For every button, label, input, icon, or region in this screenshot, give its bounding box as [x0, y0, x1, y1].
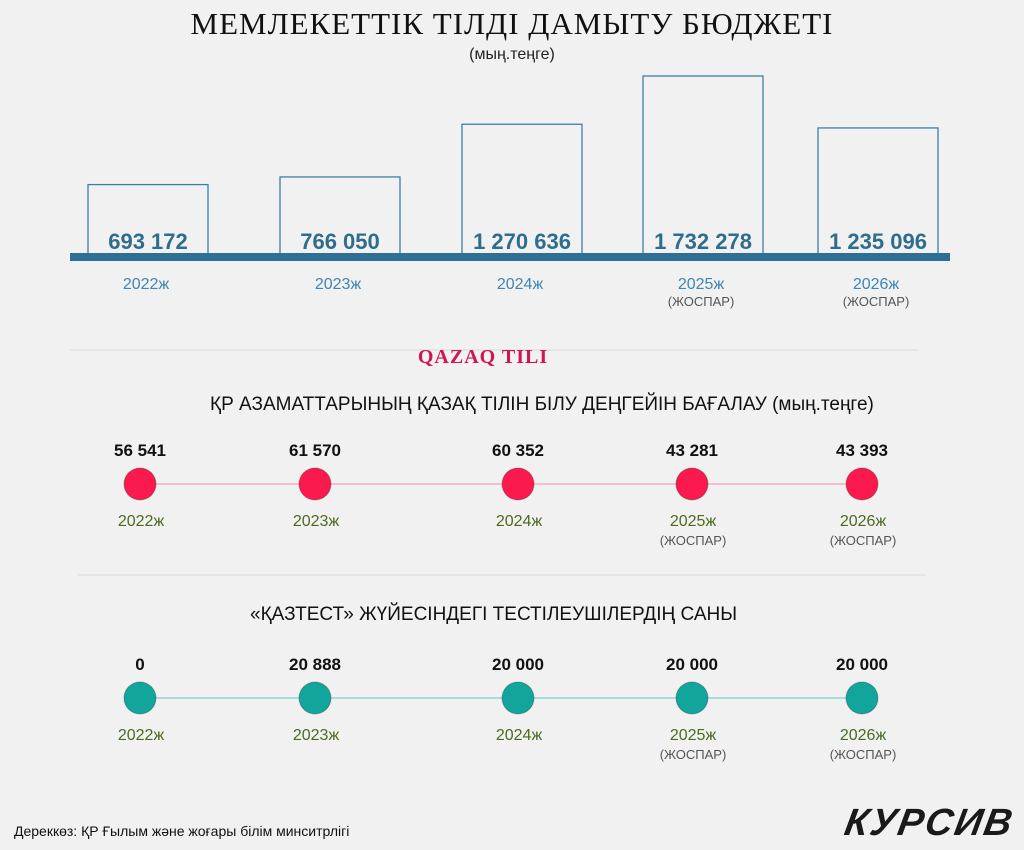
bar-value-label: 1 270 636 — [473, 229, 571, 254]
kursiv-logo: КУРСИВ — [841, 802, 1018, 844]
kaztest-year-label: 2024ж — [496, 727, 543, 744]
kaztest-dot — [675, 681, 709, 715]
chart-subtitle: (мың.теңге) — [469, 46, 555, 63]
assessment-dot — [845, 467, 879, 501]
kaztest-dot — [845, 681, 879, 715]
assessment-plan-note: (ЖОСПАР) — [830, 533, 897, 548]
kaztest-year-label: 2025ж — [670, 727, 717, 744]
assessment-year-label: 2024ж — [496, 513, 543, 530]
bar-value-label: 693 172 — [108, 229, 188, 254]
kaztest-dot — [298, 681, 332, 715]
assessment-dot — [501, 467, 535, 501]
bar-value-label: 1 235 096 — [829, 229, 927, 254]
assessment-dot-chart: 56 541 2022ж 61 570 2023ж 60 352 2024ж 43 281 2… — [114, 441, 897, 548]
assessment-value-label: 56 541 — [114, 441, 166, 460]
kaztest-plan-note: (ЖОСПАР) — [830, 747, 897, 762]
section2-title: «ҚАЗТЕСТ» ЖҮЙЕСІНДЕГІ ТЕСТІЛЕУШІЛЕРДІҢ С… — [250, 604, 738, 625]
bar-value-label: 1 732 278 — [654, 229, 752, 254]
section-divider-1 — [70, 349, 918, 351]
kaztest-year-label: 2022ж — [118, 727, 165, 744]
assessment-value-label: 60 352 — [492, 441, 544, 460]
kaztest-dot — [123, 681, 157, 715]
bar-value-label: 766 050 — [300, 229, 380, 254]
plan-note: (ЖОСПАР) — [668, 294, 735, 309]
year-label: 2025ж — [678, 276, 725, 293]
assessment-year-label: 2023ж — [293, 513, 340, 530]
chart-title: МЕМЛЕКЕТТІК ТІЛДІ ДАМЫТУ БЮДЖЕТІ — [190, 6, 834, 41]
kaztest-year-label: 2026ж — [840, 727, 887, 744]
kaztest-value-label: 0 — [135, 655, 144, 674]
plan-note: (ЖОСПАР) — [843, 294, 910, 309]
assessment-plan-note: (ЖОСПАР) — [660, 533, 727, 548]
year-label: 2024ж — [497, 276, 544, 293]
budget-bar-chart: 693 172 2022ж 766 050 2023ж 1 270 636 2024ж 1 … — [70, 75, 950, 309]
year-label: 2022ж — [123, 276, 170, 293]
section1-title: ҚР АЗАМАТТАРЫНЫҢ ҚАЗАҚ ТІЛІН БІЛУ ДЕҢГЕЙ… — [210, 394, 874, 415]
assessment-value-label: 61 570 — [289, 441, 341, 460]
qazaq-tili-logo: QAZAQ TILI — [417, 346, 549, 368]
kaztest-value-label: 20 000 — [836, 655, 888, 674]
year-label: 2026ж — [853, 276, 900, 293]
kaztest-value-label: 20 000 — [666, 655, 718, 674]
assessment-dot — [298, 467, 332, 501]
assessment-year-label: 2026ж — [840, 513, 887, 530]
assessment-year-label: 2025ж — [670, 513, 717, 530]
source-note: Дереккөз: ҚР Ғылым және жоғары білім мин… — [14, 823, 350, 839]
kaztest-year-label: 2023ж — [293, 727, 340, 744]
year-label: 2023ж — [315, 276, 362, 293]
section-divider-2 — [78, 574, 926, 576]
kaztest-value-label: 20 888 — [289, 655, 341, 674]
assessment-year-label: 2022ж — [118, 513, 165, 530]
kaztest-value-label: 20 000 — [492, 655, 544, 674]
kaztest-plan-note: (ЖОСПАР) — [660, 747, 727, 762]
kaztest-dot — [501, 681, 535, 715]
assessment-dot — [675, 467, 709, 501]
kaztest-dot-chart: 0 2022ж 20 888 2023ж 20 000 2024ж 20 000 2025ж (… — [118, 655, 897, 762]
assessment-value-label: 43 281 — [666, 441, 718, 460]
assessment-value-label: 43 393 — [836, 441, 888, 460]
assessment-dot — [123, 467, 157, 501]
